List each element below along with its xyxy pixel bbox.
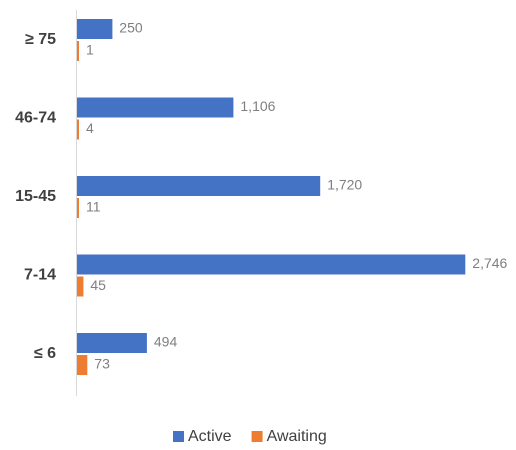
legend-label-active: Active xyxy=(188,428,232,445)
bar-active xyxy=(77,254,466,275)
data-label-active: 1,106 xyxy=(240,98,275,114)
legend: Active Awaiting xyxy=(173,428,327,445)
category-label: 46-74 xyxy=(15,110,56,127)
data-label-active: 2,746 xyxy=(472,255,507,271)
data-label-active: 250 xyxy=(119,20,143,36)
bar-active xyxy=(77,176,321,196)
data-label-awaiting: 11 xyxy=(86,199,101,215)
data-label-active: 494 xyxy=(154,334,178,350)
legend-swatch-awaiting xyxy=(251,431,263,442)
category-labels: ≥ 75 46-74 15-45 7-14 ≤ 6 xyxy=(15,31,56,362)
bars xyxy=(77,19,466,375)
bar-active xyxy=(77,97,234,118)
category-label: ≤ 6 xyxy=(34,345,56,362)
legend-swatch-active xyxy=(173,431,184,442)
data-labels: 250 1 1,106 4 1,720 11 2,746 45 494 73 xyxy=(86,20,508,372)
bar-awaiting xyxy=(77,119,79,140)
data-label-awaiting: 4 xyxy=(86,120,94,136)
category-label: 15-45 xyxy=(15,188,56,205)
data-label-awaiting: 45 xyxy=(90,277,106,293)
bar-active xyxy=(77,333,147,353)
legend-label-awaiting: Awaiting xyxy=(267,428,327,445)
data-label-awaiting: 73 xyxy=(94,356,110,372)
category-label: ≥ 75 xyxy=(25,31,56,48)
bar-awaiting xyxy=(77,198,79,218)
bar-awaiting xyxy=(77,41,79,61)
bar-awaiting xyxy=(77,355,88,375)
bar-awaiting xyxy=(77,276,84,297)
category-label: 7-14 xyxy=(24,267,56,284)
data-label-active: 1,720 xyxy=(327,177,362,193)
bar-active xyxy=(77,19,113,39)
data-label-awaiting: 1 xyxy=(86,42,94,58)
